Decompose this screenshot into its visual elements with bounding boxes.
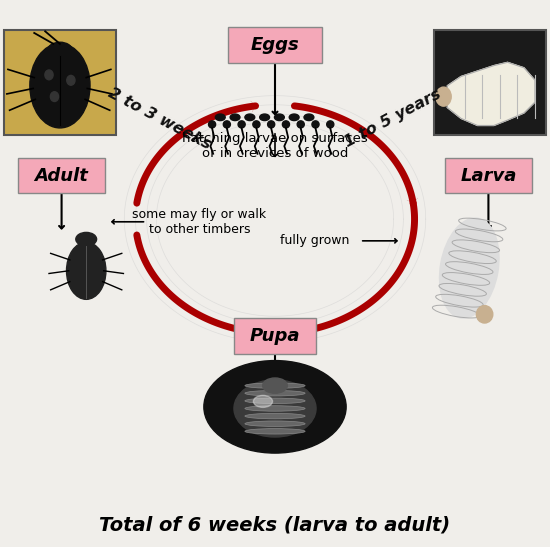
Text: Adult: Adult — [35, 166, 89, 184]
Ellipse shape — [67, 75, 75, 85]
Ellipse shape — [245, 406, 305, 411]
Ellipse shape — [274, 114, 284, 120]
Text: Larva: Larva — [460, 166, 516, 184]
Ellipse shape — [216, 114, 225, 120]
Ellipse shape — [327, 121, 334, 128]
Polygon shape — [447, 62, 535, 125]
Ellipse shape — [245, 114, 255, 120]
Ellipse shape — [254, 395, 273, 408]
Text: Pupa: Pupa — [250, 327, 300, 345]
Text: Eggs: Eggs — [251, 36, 299, 54]
Ellipse shape — [245, 383, 305, 388]
Ellipse shape — [245, 391, 305, 396]
Ellipse shape — [208, 121, 216, 128]
Ellipse shape — [282, 121, 289, 128]
Ellipse shape — [439, 218, 499, 318]
Ellipse shape — [253, 121, 260, 128]
FancyBboxPatch shape — [228, 27, 322, 62]
Ellipse shape — [304, 114, 314, 120]
Ellipse shape — [76, 232, 97, 246]
Ellipse shape — [230, 114, 240, 120]
Ellipse shape — [245, 429, 305, 434]
Ellipse shape — [263, 378, 287, 393]
Text: hatching larvae on surfaces
or in crevices of wood: hatching larvae on surfaces or in crevic… — [182, 132, 368, 160]
Ellipse shape — [268, 121, 275, 128]
Ellipse shape — [45, 70, 53, 80]
Ellipse shape — [238, 121, 245, 128]
Ellipse shape — [204, 360, 346, 453]
Ellipse shape — [245, 414, 305, 419]
Ellipse shape — [223, 121, 230, 128]
Text: 2 to 3 weeks: 2 to 3 weeks — [106, 85, 214, 152]
Bar — [4, 30, 116, 135]
Ellipse shape — [30, 44, 90, 128]
Text: 1 to 5 years: 1 to 5 years — [342, 86, 443, 150]
Ellipse shape — [476, 306, 493, 323]
Ellipse shape — [297, 121, 304, 128]
Ellipse shape — [260, 114, 270, 120]
Text: Total of 6 weeks (larva to adult): Total of 6 weeks (larva to adult) — [100, 515, 450, 534]
Text: fully grown: fully grown — [280, 234, 349, 247]
FancyBboxPatch shape — [18, 158, 106, 193]
Ellipse shape — [51, 92, 58, 102]
FancyBboxPatch shape — [234, 318, 316, 354]
Ellipse shape — [436, 87, 451, 106]
Ellipse shape — [67, 242, 106, 299]
Ellipse shape — [245, 421, 305, 427]
Ellipse shape — [245, 398, 305, 404]
FancyBboxPatch shape — [444, 158, 532, 193]
Ellipse shape — [289, 114, 299, 120]
Ellipse shape — [48, 42, 72, 59]
Ellipse shape — [234, 380, 316, 437]
Text: some may fly or walk
to other timbers: some may fly or walk to other timbers — [133, 208, 267, 236]
Bar — [434, 30, 546, 135]
Ellipse shape — [312, 121, 319, 128]
